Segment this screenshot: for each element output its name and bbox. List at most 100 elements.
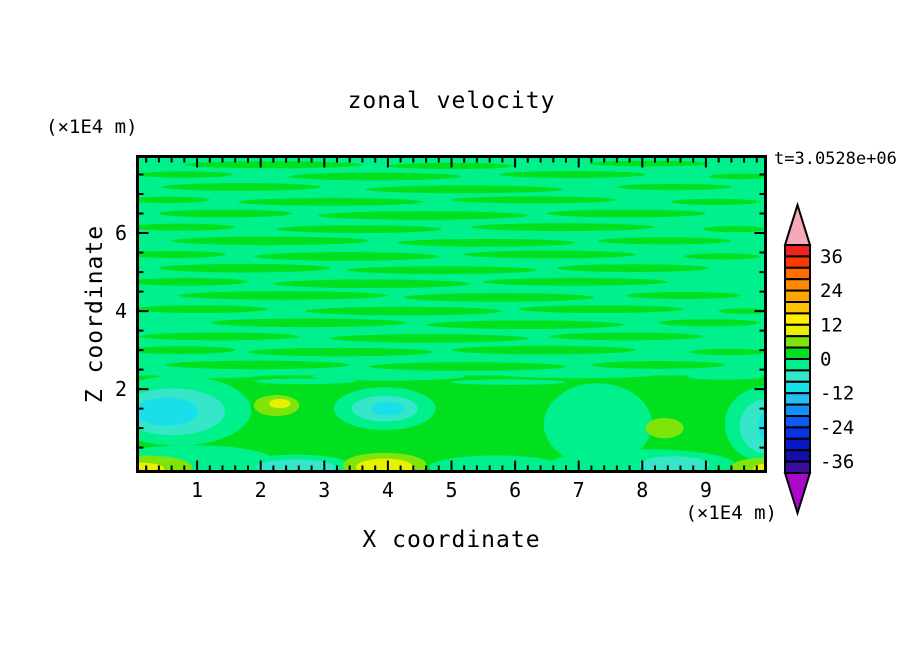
contour-region xyxy=(346,266,538,275)
contour-region xyxy=(690,348,767,356)
contour-region xyxy=(256,459,336,473)
contour-region xyxy=(464,250,636,259)
contour-region xyxy=(136,397,199,426)
contour-region xyxy=(451,345,636,355)
colorbar-label: -36 xyxy=(820,451,854,473)
contour-region xyxy=(702,226,767,233)
colorbar-band xyxy=(784,244,811,258)
contour-region xyxy=(588,160,710,167)
contour-region xyxy=(171,236,369,246)
contour-region xyxy=(165,360,350,370)
x-tick-label: 7 xyxy=(572,478,585,502)
contour-region xyxy=(136,171,233,178)
x-tick-label: 6 xyxy=(509,478,522,502)
y-tick-label: 4 xyxy=(114,299,127,324)
time-annotation: t=3.0528e+06 xyxy=(774,149,897,169)
contour-region xyxy=(499,370,659,379)
contour-region xyxy=(426,320,624,330)
contour-region xyxy=(556,264,710,273)
colorbar-label: 12 xyxy=(820,314,843,336)
x-tick-label: 4 xyxy=(381,478,394,502)
x-tick-label: 1 xyxy=(191,478,204,502)
contour-field xyxy=(136,155,767,473)
contour-region xyxy=(158,209,293,218)
contour-region xyxy=(317,211,528,220)
y-tick-label: 2 xyxy=(114,377,127,402)
contour-region xyxy=(686,373,764,380)
contour-region xyxy=(683,253,761,260)
colorbar-band xyxy=(784,415,811,429)
contour-region xyxy=(136,250,226,259)
colorbar-label: 24 xyxy=(820,280,843,302)
colorbar-label: -12 xyxy=(820,383,854,405)
colorbar-under-arrow xyxy=(783,472,812,517)
contour-region xyxy=(356,458,414,473)
contour-region xyxy=(645,417,684,439)
y-axis-unit-label: (×1E4 m) xyxy=(46,116,138,138)
contour-region xyxy=(639,456,710,473)
contour-region xyxy=(238,197,423,206)
colorbar-band xyxy=(784,449,811,463)
colorbar-band xyxy=(784,437,811,452)
contour-region xyxy=(591,361,726,369)
contour-region xyxy=(403,293,595,302)
contour-region xyxy=(184,161,363,169)
x-tick-label: 8 xyxy=(636,478,649,502)
x-tick-label: 3 xyxy=(318,478,331,502)
contour-region xyxy=(658,319,761,327)
contour-region xyxy=(365,185,563,194)
contour-region xyxy=(626,291,741,299)
contour-region xyxy=(550,332,703,341)
colorbar-band xyxy=(784,358,811,372)
contour-region xyxy=(518,305,684,314)
colorbar-band xyxy=(784,460,811,475)
contour-region xyxy=(368,362,566,371)
contour-region xyxy=(451,379,566,385)
colorbar-label: -24 xyxy=(820,417,854,439)
contour-region xyxy=(371,401,405,416)
contour-region xyxy=(177,291,388,300)
colorbar-over-arrow xyxy=(783,201,812,246)
contour-region xyxy=(739,398,767,454)
contour-region xyxy=(254,378,357,385)
contour-region xyxy=(247,347,433,357)
contour-region xyxy=(616,183,732,191)
contour-region xyxy=(546,209,706,218)
y-tick-label: 6 xyxy=(114,221,127,246)
x-tick-label: 2 xyxy=(254,478,267,502)
colorbar-band xyxy=(784,403,811,418)
colorbar-svg: 36 24 12 0 -12 -24 -36 xyxy=(783,201,854,517)
contour-region xyxy=(499,170,646,179)
colorbar-band xyxy=(784,301,811,315)
contour-region xyxy=(483,277,668,286)
colorbar-band xyxy=(784,278,811,292)
contour-region xyxy=(162,183,322,191)
chart-title: zonal velocity xyxy=(347,88,556,114)
contour-region xyxy=(136,223,236,231)
x-axis-unit-label: (×1E4 m) xyxy=(685,502,777,524)
colorbar-band xyxy=(784,426,811,440)
x-axis-title: X coordinate xyxy=(362,527,541,553)
contour-region xyxy=(136,196,210,203)
colorbar-band xyxy=(784,392,811,406)
colorbar-band xyxy=(784,346,811,361)
contour-region xyxy=(597,237,732,245)
contour-region xyxy=(276,225,442,234)
colorbar-band xyxy=(784,369,811,383)
colorbar-band xyxy=(784,335,811,349)
x-tick-label: 5 xyxy=(445,478,458,502)
plot-frame xyxy=(136,155,767,473)
contour-region xyxy=(136,305,268,314)
contour-region xyxy=(470,223,656,232)
colorbar-band xyxy=(784,266,811,281)
contour-region xyxy=(429,455,563,473)
contour-region xyxy=(718,308,767,314)
contour-region xyxy=(158,263,331,273)
contour-region xyxy=(136,277,248,286)
contour-plot-area xyxy=(136,155,767,473)
contour-region xyxy=(670,198,761,205)
contour-region xyxy=(139,332,299,341)
colorbar-band xyxy=(784,289,811,303)
colorbar-label: 36 xyxy=(820,246,843,268)
